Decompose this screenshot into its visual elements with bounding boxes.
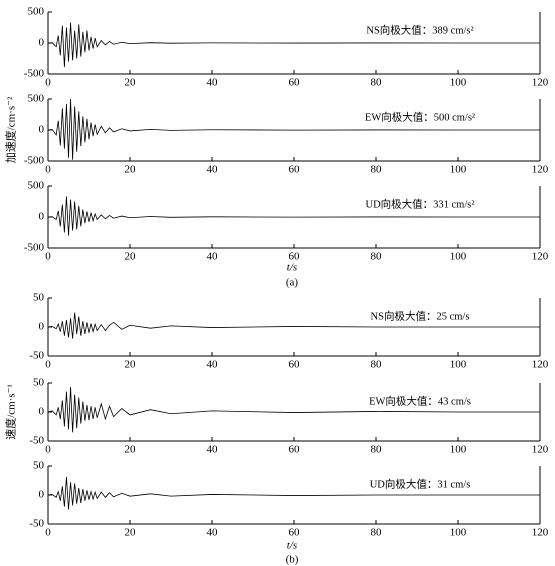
trace: [47, 387, 540, 433]
caption: (a): [286, 277, 299, 289]
x-tick-label: 80: [371, 164, 383, 176]
x-tick-label: 0: [45, 251, 51, 263]
y-tick-label: 50: [33, 460, 45, 472]
trace: [47, 22, 540, 68]
x-tick-label: 120: [532, 77, 549, 89]
x-tick-label: 20: [125, 359, 137, 371]
x-tick-label: 0: [45, 527, 51, 539]
x-tick-label: 20: [125, 77, 137, 89]
y-tick-label: -500: [24, 155, 45, 167]
x-tick-label: 100: [450, 527, 467, 539]
x-tick-label: 60: [289, 77, 301, 89]
y-tick-label: -50: [29, 350, 44, 362]
y-tick-label: 50: [33, 377, 45, 389]
x-tick-label: 60: [289, 527, 301, 539]
y-tick-label: 0: [39, 124, 45, 136]
x-tick-label: 0: [45, 444, 51, 456]
annotation: NS向极大值：25 cm/s: [371, 309, 470, 322]
x-tick-label: 80: [371, 251, 383, 263]
y-axis-label: 加速度/cm·s⁻²: [4, 96, 18, 163]
y-tick-label: -50: [29, 435, 44, 447]
y-axis-label: 速度/cm·s⁻¹: [4, 384, 18, 440]
trace: [47, 312, 540, 339]
x-tick-label: 80: [371, 77, 383, 89]
y-tick-label: 0: [39, 406, 45, 418]
trace: [47, 476, 540, 510]
x-tick-label: 20: [125, 164, 137, 176]
y-tick-label: 500: [28, 6, 45, 18]
trace: [47, 98, 540, 160]
x-tick-label: 100: [450, 164, 467, 176]
y-tick-label: 0: [39, 37, 45, 49]
x-tick-label: 80: [371, 359, 383, 371]
x-tick-label: 60: [289, 444, 301, 456]
x-tick-label: 60: [289, 359, 301, 371]
y-tick-label: -500: [24, 68, 45, 80]
x-tick-label: 20: [125, 444, 137, 456]
x-tick-label: 0: [45, 359, 51, 371]
x-tick-label: 100: [450, 444, 467, 456]
y-tick-label: 0: [39, 211, 45, 223]
y-tick-label: 500: [28, 180, 45, 192]
x-tick-label: 80: [371, 527, 383, 539]
annotation: NS向极大值：389 cm/s²: [366, 23, 473, 36]
x-tick-label: 40: [207, 527, 219, 539]
annotation: UD向极大值：31 cm/s: [370, 477, 471, 490]
y-tick-label: 50: [33, 292, 45, 304]
x-tick-label: 40: [207, 251, 219, 263]
trace: [47, 196, 540, 236]
x-axis-label: t/s: [287, 540, 297, 552]
x-tick-label: 80: [371, 444, 383, 456]
annotation: EW向极大值：43 cm/s: [369, 394, 471, 407]
x-tick-label: 40: [207, 164, 219, 176]
y-tick-label: 0: [39, 489, 45, 501]
caption: (b): [286, 554, 299, 566]
annotation: UD向极大值：331 cm/s²: [365, 197, 474, 210]
y-tick-label: -500: [24, 242, 45, 254]
y-tick-label: -50: [29, 518, 44, 530]
x-tick-label: 40: [207, 359, 219, 371]
y-tick-label: 0: [39, 321, 45, 333]
y-tick-label: 500: [28, 93, 45, 105]
x-tick-label: 0: [45, 77, 51, 89]
x-tick-label: 40: [207, 77, 219, 89]
x-tick-label: 120: [532, 359, 549, 371]
x-tick-label: 40: [207, 444, 219, 456]
x-tick-label: 100: [450, 77, 467, 89]
x-tick-label: 60: [289, 251, 301, 263]
x-tick-label: 0: [45, 164, 51, 176]
x-tick-label: 100: [450, 251, 467, 263]
annotation: EW向极大值：500 cm/s²: [365, 110, 475, 123]
x-tick-label: 20: [125, 251, 137, 263]
x-tick-label: 120: [532, 164, 549, 176]
x-tick-label: 120: [532, 527, 549, 539]
x-tick-label: 100: [450, 359, 467, 371]
x-tick-label: 60: [289, 164, 301, 176]
x-tick-label: 20: [125, 527, 137, 539]
x-tick-label: 120: [532, 444, 549, 456]
x-axis-label: t/s: [287, 262, 297, 274]
x-tick-label: 120: [532, 251, 549, 263]
